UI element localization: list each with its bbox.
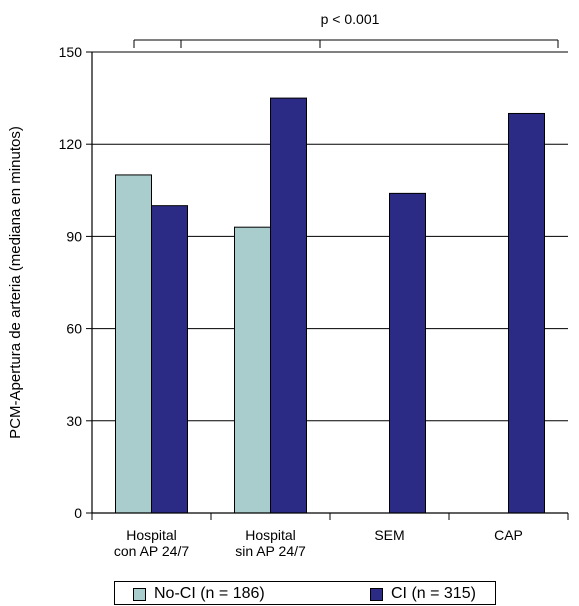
x-tick-label-line: sin AP 24/7 [235,543,306,559]
x-tick-label: Hospital sin AP 24/7 [235,527,306,559]
x-tick-label-line: SEM [374,527,404,543]
legend-swatch-noci [133,587,146,601]
legend-item-ci: CI (n = 315) [370,585,476,603]
x-tick-label: Hospital con AP 24/7 [114,527,189,559]
bars [115,97,545,514]
y-ticks: 0 30 60 90 120 150 [59,44,92,521]
y-tick-label: 120 [59,136,83,152]
axes [91,52,569,520]
legend-item-noci: No-CI (n = 186) [133,585,265,603]
x-tick-label: SEM [374,527,404,543]
y-tick-label: 0 [74,505,82,521]
bar-noci [234,226,271,514]
legend-label-ci: CI (n = 315) [391,585,476,602]
legend-swatch-ci [370,587,383,601]
x-tick-label-line: Hospital [126,527,177,543]
legend: No-CI (n = 186) CI (n = 315) [114,581,496,605]
y-tick-label: 60 [66,321,82,337]
x-tick-label-line: Hospital [245,527,296,543]
bar-ci [508,112,545,514]
bar-noci [115,174,152,514]
y-axis-label: PCM-Apertura de arteria (mediana en minu… [7,126,24,439]
legend-label-noci: No-CI (n = 186) [154,585,265,602]
bar-ci [270,97,307,514]
x-tick-label: CAP [494,527,523,543]
x-tick-label-line: con AP 24/7 [114,543,189,559]
x-tick-label-line: CAP [494,527,523,543]
bar-ci [151,205,188,514]
p-value-annotation: p < 0.001 [321,11,380,27]
significance-bracket [133,39,559,48]
y-tick-label: 30 [66,413,82,429]
y-tick-label: 150 [59,44,83,60]
y-tick-label: 90 [66,228,82,244]
bar-ci [389,192,426,514]
